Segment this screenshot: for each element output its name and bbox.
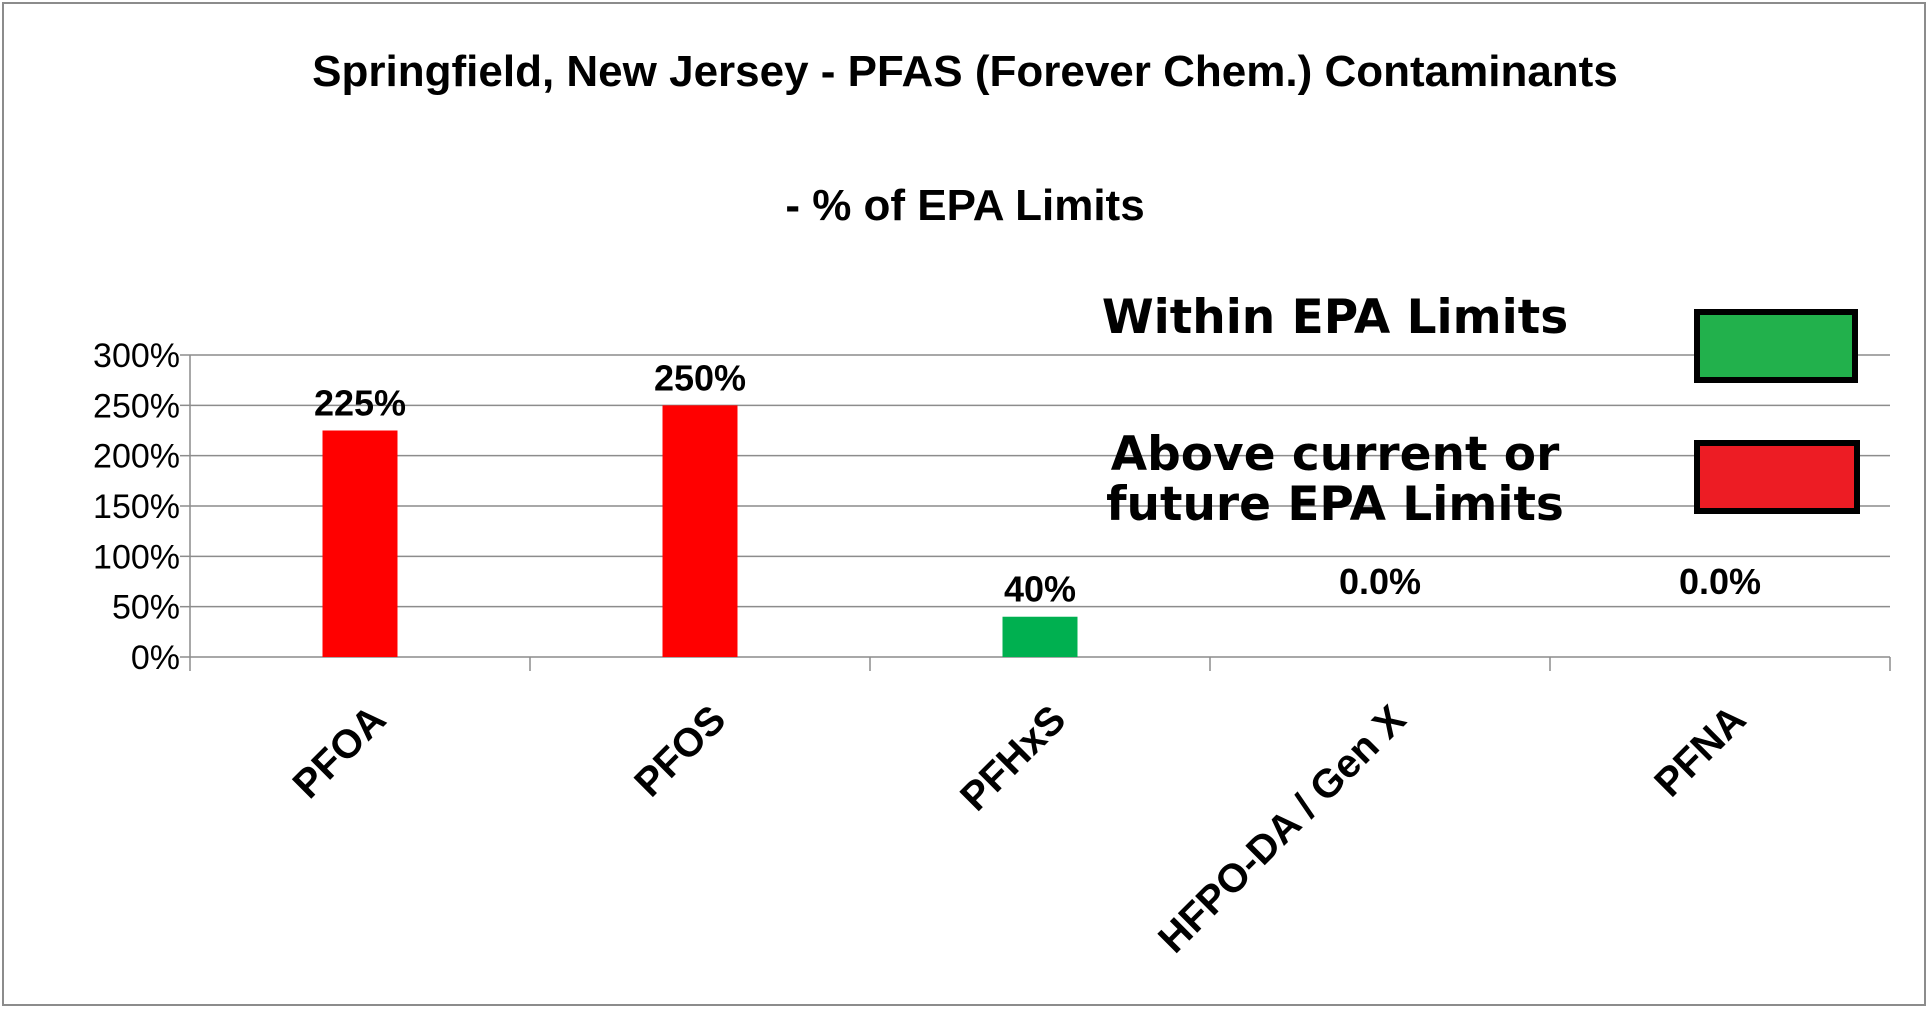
x-tick-label: HFPO-DA / Gen X (1150, 697, 1414, 961)
x-tick-label: PFNA (1646, 697, 1754, 805)
chart-title: Springfield, New Jersey - PFAS (Forever … (312, 47, 1618, 96)
data-label: 40% (1004, 569, 1076, 610)
x-tick-labels: PFOA PFOS PFHxS HFPO-DA / Gen X PFNA (285, 697, 1755, 961)
legend: Within EPA Limits Above current orfuture … (1102, 290, 1860, 532)
y-tick-label: 0% (131, 639, 180, 677)
y-tick-labels: 0% 50% 100% 150% 200% 250% 300% (93, 337, 180, 677)
legend-label: Above current or (1111, 427, 1560, 482)
bar-pfhxs (1002, 616, 1078, 657)
data-label: 0.0% (1679, 561, 1761, 602)
legend-label: future EPA Limits (1106, 477, 1564, 532)
x-tick-label: PFOS (626, 697, 734, 805)
data-label: 250% (654, 357, 746, 398)
y-tick-label: 250% (93, 387, 180, 425)
y-tick-label: 100% (93, 538, 180, 576)
chart-subtitle: - % of EPA Limits (785, 181, 1144, 230)
y-tick-label: 200% (93, 438, 180, 476)
legend-swatch (1694, 309, 1858, 383)
data-label: 0.0% (1339, 561, 1421, 602)
bars (322, 405, 1078, 657)
legend-swatch (1694, 440, 1860, 514)
gridlines (190, 354, 1890, 608)
bar-pfos (662, 405, 738, 657)
y-tick-label: 150% (93, 488, 180, 526)
legend-label: Within EPA Limits (1102, 290, 1568, 345)
x-tick-label: PFOA (285, 697, 395, 807)
data-label: 225% (314, 383, 406, 424)
y-tick-label: 300% (93, 337, 180, 375)
x-tick-label: PFHxS (952, 697, 1074, 819)
y-tick-label: 50% (112, 589, 180, 627)
data-labels: 225% 250% 40% 0.0% 0.0% (314, 357, 1761, 609)
bar-pfoa (322, 430, 398, 657)
